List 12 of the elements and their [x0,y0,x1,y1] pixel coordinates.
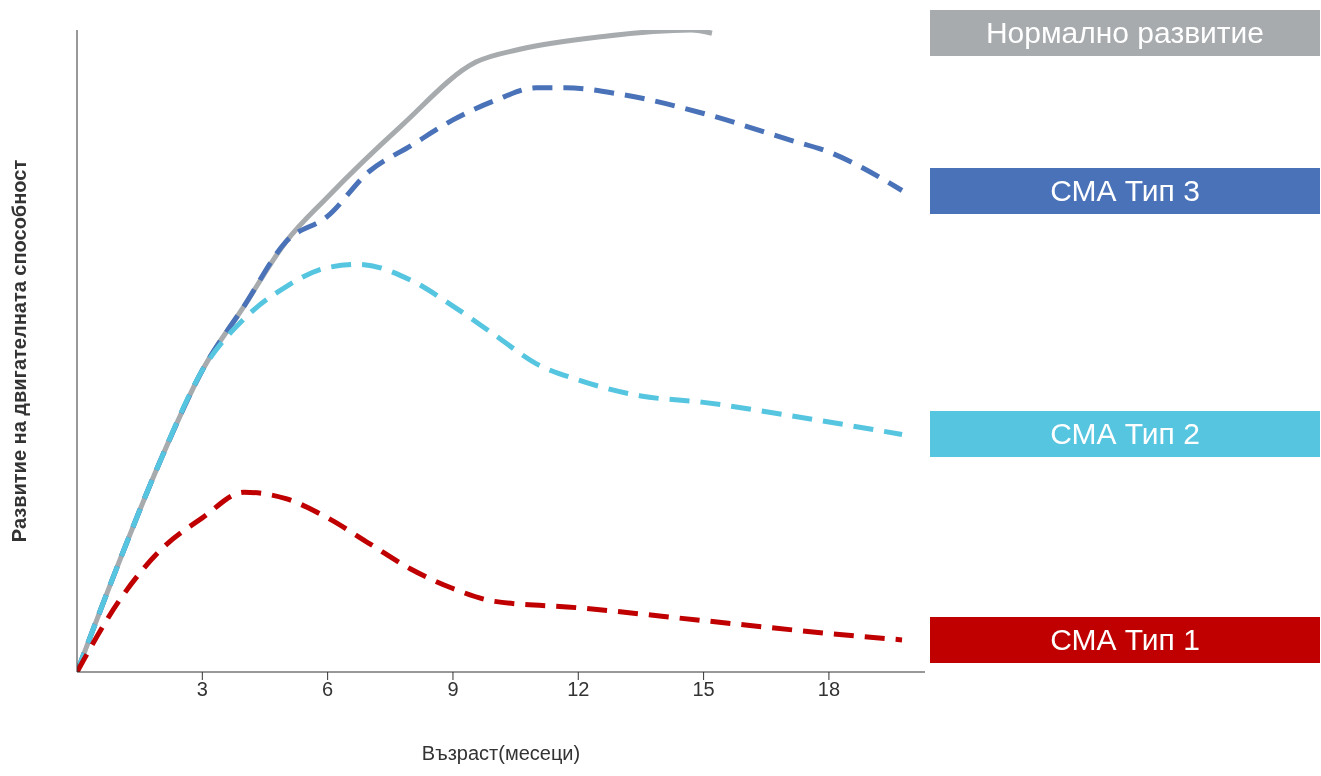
x-tick-label: 15 [692,678,715,701]
x-tick-label: 6 [322,678,334,701]
x-tick-label: 3 [196,678,208,701]
x-tick-label: 18 [817,678,841,701]
text: СМА Тип 3 [930,167,1320,214]
x-tick-label: 9 [447,678,459,701]
y-axis-title: Развитие на двигателната способност [8,159,31,543]
text: СМА Тип 2 [930,411,1320,458]
x-tick-label: 12 [567,678,590,701]
x-axis-title: Възраст(месеци) [421,742,581,764]
text: СМА Тип 1 [930,616,1320,663]
text: Нормално развитие [930,10,1320,57]
